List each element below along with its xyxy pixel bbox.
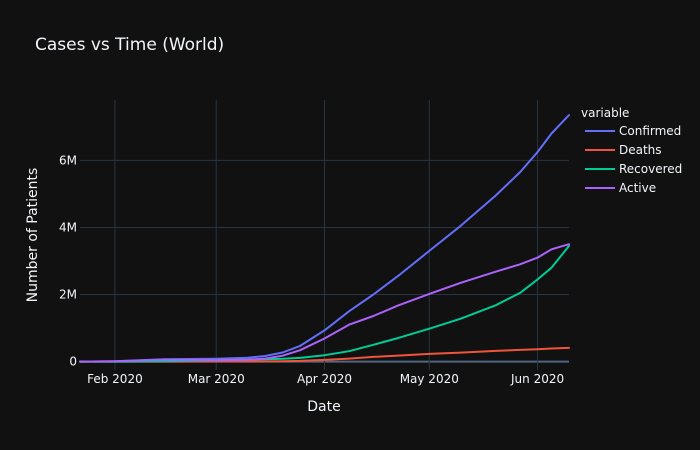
y-axis-title: Number of Patients — [25, 168, 41, 303]
x-tick-label: Mar 2020 — [188, 372, 245, 386]
x-tick-label: Feb 2020 — [87, 372, 143, 386]
series-line-deaths — [79, 346, 570, 363]
x-tick-label: Jun 2020 — [510, 372, 564, 386]
y-tick-label: 0 — [69, 355, 77, 369]
series-line-active — [79, 243, 570, 363]
x-tick-label: Apr 2020 — [297, 372, 352, 386]
x-axis-title: Date — [307, 399, 340, 415]
chart-title: Cases vs Time (World) — [35, 35, 224, 55]
legend-label-recovered: Recovered — [619, 162, 682, 176]
legend: variable Confirmed Deaths Recovered Active — [581, 106, 682, 195]
y-tick-label: 4M — [59, 220, 77, 234]
plot-area — [79, 100, 570, 370]
legend-title: variable — [581, 106, 629, 120]
x-tick-label: May 2020 — [400, 372, 459, 386]
series-line-confirmed — [79, 114, 570, 363]
legend-label-active: Active — [619, 181, 656, 195]
y-tick-label: 2M — [59, 288, 77, 302]
legend-label-deaths: Deaths — [619, 143, 662, 157]
legend-label-confirmed: Confirmed — [619, 124, 681, 138]
y-tick-label: 6M — [59, 153, 77, 167]
